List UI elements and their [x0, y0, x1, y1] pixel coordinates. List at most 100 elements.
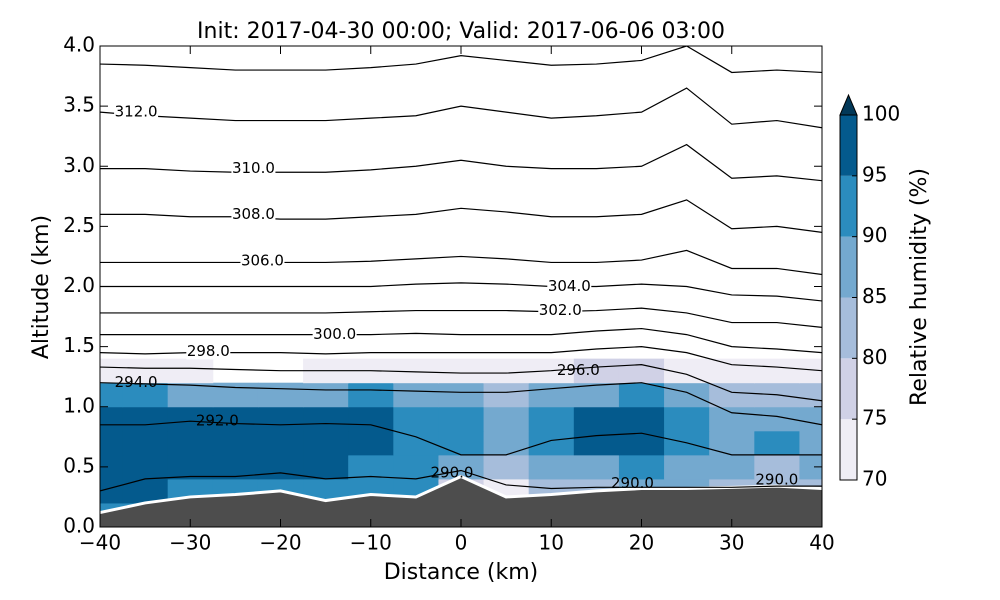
terrain-edge — [100, 474, 822, 515]
colorbar-segment — [840, 236, 857, 298]
x-tick-label: −30 — [169, 531, 211, 555]
humidity-cell — [709, 358, 755, 384]
x-tick-label: 10 — [539, 531, 564, 555]
humidity-cell — [303, 454, 349, 480]
x-tick-label: 0 — [455, 531, 468, 555]
isentrope — [100, 282, 822, 302]
humidity-cell — [257, 382, 304, 408]
y-tick-label: 1.5 — [63, 333, 95, 357]
humidity-cell — [100, 358, 124, 384]
contour-label: 306.0 — [241, 252, 284, 270]
humidity-cell — [528, 382, 575, 408]
humidity-cell — [799, 358, 822, 384]
humidity-cell — [664, 454, 710, 480]
humidity-cell — [212, 406, 259, 432]
humidity-cell — [754, 358, 800, 384]
humidity-cell — [122, 430, 169, 456]
isentrope — [100, 143, 822, 182]
isentrope — [100, 469, 822, 492]
humidity-cell — [438, 358, 485, 384]
humidity-cell — [348, 382, 394, 408]
colorbar-segment — [840, 175, 857, 237]
humidity-cell — [618, 382, 665, 408]
humidity-cell — [528, 406, 575, 432]
contour-label: 290.0 — [611, 474, 654, 492]
x-tick-label: −40 — [79, 531, 121, 555]
humidity-cell — [303, 382, 349, 408]
y-tick-label: 1.0 — [63, 393, 95, 417]
contour-label-bg — [547, 278, 592, 295]
y-tick-label: 3.0 — [63, 153, 95, 177]
humidity-cell — [618, 358, 665, 384]
y-tick-label: 3.5 — [63, 93, 95, 117]
isentrope — [100, 199, 822, 233]
contour-label: 292.0 — [196, 412, 239, 430]
humidity-cell — [257, 406, 304, 432]
x-tick-label: 30 — [719, 531, 744, 555]
contour-label: 300.0 — [313, 325, 356, 343]
humidity-cell — [618, 406, 665, 432]
humidity-cell — [483, 382, 530, 408]
humidity-cell — [303, 406, 349, 432]
colorbar-segment — [840, 358, 857, 420]
axes: −40 −30 −20 −10 0 10 20 30 40 0.0 0.5 1.0 1.5 2.0 2.5 3… — [63, 33, 900, 555]
humidity-cell — [709, 454, 755, 480]
humidity-cell — [167, 358, 214, 384]
x-tick-label: −10 — [350, 531, 392, 555]
colorbar-tick-label: 70 — [862, 467, 887, 491]
isentrope — [100, 327, 822, 354]
x-axis-label: Distance (km) — [384, 560, 539, 585]
contour-label: 302.0 — [539, 301, 582, 319]
humidity-cell — [618, 454, 665, 480]
humidity-cell — [100, 430, 124, 456]
isentrope — [100, 249, 822, 276]
humidity-cell — [483, 358, 530, 384]
humidity-cell — [100, 382, 124, 408]
y-tick-label: 2.5 — [63, 213, 95, 237]
humidity-cell — [754, 454, 800, 480]
y-tick-label: 2.0 — [63, 273, 95, 297]
contour-label-bg — [231, 206, 276, 223]
y-tick-label: 4.0 — [63, 33, 95, 57]
contour-label-bg — [231, 160, 276, 177]
x-tick-label: 40 — [809, 531, 834, 555]
humidity-cell — [618, 430, 665, 456]
humidity-cell — [100, 478, 124, 504]
humidity-cell — [664, 382, 710, 408]
humidity-cell — [122, 454, 169, 480]
humidity-cell — [799, 406, 822, 432]
contour-label-bg — [312, 326, 357, 343]
humidity-cell — [257, 430, 304, 456]
contour-label: 298.0 — [187, 342, 230, 360]
contour-label: 310.0 — [232, 159, 275, 177]
x-tick-label: 20 — [629, 531, 654, 555]
humidity-cell — [393, 406, 439, 432]
colorbar-tick-label: 80 — [862, 345, 887, 369]
plot-area: 290.0 290.0 290.0 292.0 294.0 296.0 298.0 300.0… — [100, 46, 822, 527]
humidity-cell — [167, 454, 214, 480]
contour-label: 308.0 — [232, 205, 275, 223]
contour-label-bg — [538, 302, 583, 319]
isentrope — [100, 364, 822, 402]
contour-label-bg — [186, 343, 231, 360]
humidity-cell — [528, 430, 575, 456]
humidity-cell — [573, 406, 620, 432]
colorbar-segment — [840, 419, 857, 480]
colorbar-tick-label: 75 — [862, 406, 887, 430]
humidity-cell — [348, 430, 394, 456]
colorbar-segment — [840, 115, 857, 176]
humidity-cell — [483, 454, 530, 480]
humidity-cell — [122, 406, 169, 432]
humidity-cell — [483, 406, 530, 432]
colorbar-tick-label: 100 — [862, 102, 900, 126]
humidity-cell — [709, 406, 755, 432]
humidity-cell — [122, 358, 169, 384]
humidity-cell — [799, 382, 822, 408]
colorbar-tick-label: 85 — [862, 284, 887, 308]
humidity-cell — [573, 358, 620, 384]
contour-label: 294.0 — [115, 373, 158, 391]
humidity-cell — [528, 454, 575, 480]
y-tick-label: 0.5 — [63, 453, 95, 477]
isentrope — [100, 87, 822, 129]
humidity-cell — [122, 382, 169, 408]
